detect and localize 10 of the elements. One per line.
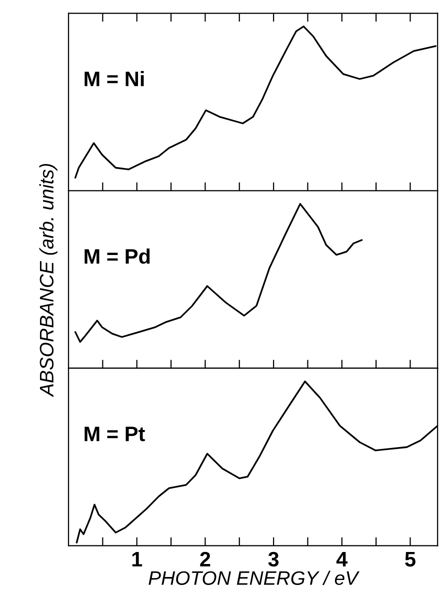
x-axis-title: PHOTON ENERGY / eV <box>148 570 360 585</box>
x-tick-label: 3 <box>268 552 279 567</box>
y-axis-title: ABSORBANCE (arb. units) <box>39 164 58 398</box>
annotation: M = Ni <box>84 71 144 86</box>
annotation: M = Pt <box>84 426 145 442</box>
annotation: M = Pd <box>84 248 150 264</box>
x-tick-label: 4 <box>336 552 348 566</box>
x-tick-label: 1 <box>132 552 142 566</box>
x-tick-label: 2 <box>200 552 210 566</box>
x-tick-label: 5 <box>405 552 416 567</box>
